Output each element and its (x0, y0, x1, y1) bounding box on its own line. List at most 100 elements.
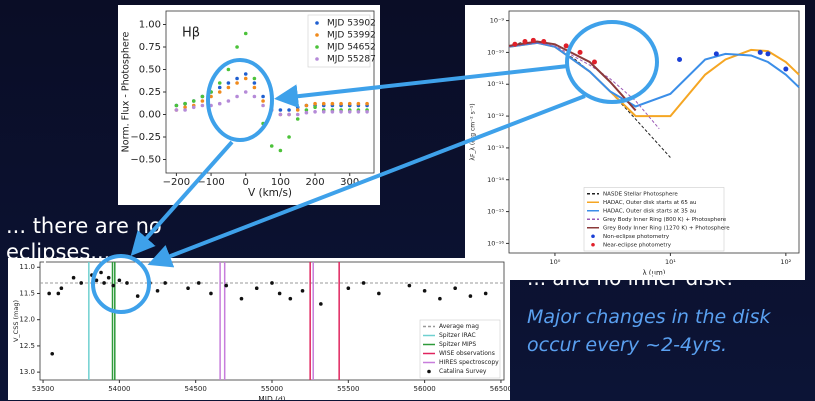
data-point (269, 108, 274, 112)
legend-swatch (315, 33, 319, 37)
sed-chart: 10⁰ 10¹ 10² 10⁻¹⁶ 10⁻¹⁵ 10⁻¹⁴ 10⁻¹³ 10⁻¹² 10⁻¹¹ 1… (465, 5, 805, 280)
series-line (508, 41, 800, 118)
data-point (94, 278, 99, 283)
data-point (765, 51, 771, 57)
annotation: Hβ (182, 26, 200, 41)
data-point (163, 281, 167, 285)
data-point (577, 49, 583, 55)
data-point (269, 103, 274, 108)
x-tick-label: 53500 (32, 385, 54, 393)
y-tick-label: 0.75 (139, 42, 161, 53)
data-point (226, 67, 231, 72)
x-tick-label: 55500 (337, 385, 359, 393)
data-point (252, 85, 257, 90)
x-tick-label: 200 (306, 177, 325, 188)
data-point (287, 108, 291, 112)
data-point (483, 291, 488, 296)
data-point (217, 81, 222, 85)
data-point (235, 81, 239, 85)
data-point (677, 56, 683, 62)
legend-swatch (315, 21, 319, 25)
data-point (261, 94, 265, 99)
data-point (111, 283, 116, 288)
data-point (319, 302, 323, 306)
data-point (254, 286, 259, 291)
data-point (200, 94, 205, 99)
legend-label: Near-eclipse photometry (603, 242, 672, 248)
data-point (541, 39, 547, 45)
data-point (200, 99, 205, 103)
x-tick-label: 56000 (413, 385, 435, 393)
data-point (295, 108, 300, 112)
data-point (304, 110, 309, 115)
series-line (508, 41, 800, 108)
data-point (243, 76, 248, 81)
data-point (321, 110, 326, 114)
data-point (59, 286, 64, 291)
data-point (117, 278, 122, 283)
y-tick-label: 13.0 (19, 368, 35, 376)
data-point (148, 281, 152, 285)
data-point (563, 43, 569, 49)
y-tick-label: 0.50 (139, 65, 161, 76)
x-tick-label: −200 (163, 177, 190, 188)
data-point (270, 281, 274, 285)
data-point (209, 94, 213, 99)
data-point (339, 110, 343, 114)
data-point (79, 281, 84, 285)
data-point (512, 41, 518, 47)
y-tick-label: 10⁻¹⁵ (487, 208, 504, 216)
data-point (757, 49, 763, 55)
legend-label: Spitzer MIPS (439, 341, 476, 348)
data-point (288, 296, 293, 301)
legend-label: Average mag (439, 323, 479, 330)
legend-label: Grey Body Inner Ring (1270 K) + Photosph… (603, 225, 730, 231)
data-point (191, 105, 196, 110)
data-point (287, 135, 291, 139)
legend-label: MJD 54652 (327, 43, 376, 53)
data-point (196, 281, 201, 285)
caption: ... there are no (6, 214, 162, 238)
data-point (347, 110, 352, 114)
legend-label: NASDE Stellar Photosphere (603, 191, 678, 197)
legend-label: HADAC, Outer disk starts at 35 au (603, 208, 697, 214)
data-point (422, 289, 427, 293)
data-point (330, 101, 335, 106)
data-point (252, 94, 257, 99)
data-point (186, 286, 190, 291)
y-axis-label: λF_λ (erg cm⁻² s⁻¹) (470, 103, 477, 160)
y-tick-label: 10⁻¹³ (487, 144, 504, 152)
data-point (356, 110, 361, 114)
series-line (508, 40, 637, 112)
data-point (209, 90, 213, 94)
data-point (47, 291, 51, 296)
data-point (174, 103, 179, 108)
data-point (155, 289, 160, 293)
data-point (356, 101, 361, 106)
light-curve-chart: 53500 54000 54500 55000 55500 56000 56500 11.0 1… (8, 258, 510, 400)
data-point (252, 76, 257, 81)
data-point (438, 296, 442, 301)
legend-swatch (427, 369, 431, 374)
x-axis-label: λ (μm) (642, 269, 665, 277)
series-line (508, 42, 671, 158)
data-point (365, 101, 369, 106)
y-tick-label: 0.00 (139, 110, 161, 121)
y-tick-label: 12.5 (19, 342, 35, 350)
data-point (235, 76, 239, 81)
legend-label: WISE observations (439, 350, 495, 357)
data-point (278, 108, 283, 112)
y-tick-label: 10⁻⁹ (490, 17, 505, 25)
data-point (252, 81, 257, 85)
y-tick-label: −0.50 (130, 155, 161, 166)
data-point (125, 281, 129, 285)
x-tick-label: 10⁰ (549, 258, 560, 266)
data-point (243, 90, 248, 94)
data-point (313, 105, 317, 110)
data-point (346, 286, 351, 291)
data-point (321, 101, 326, 106)
data-point (261, 103, 265, 108)
data-point (377, 291, 381, 296)
legend-swatch (315, 57, 319, 61)
data-point (407, 283, 412, 288)
